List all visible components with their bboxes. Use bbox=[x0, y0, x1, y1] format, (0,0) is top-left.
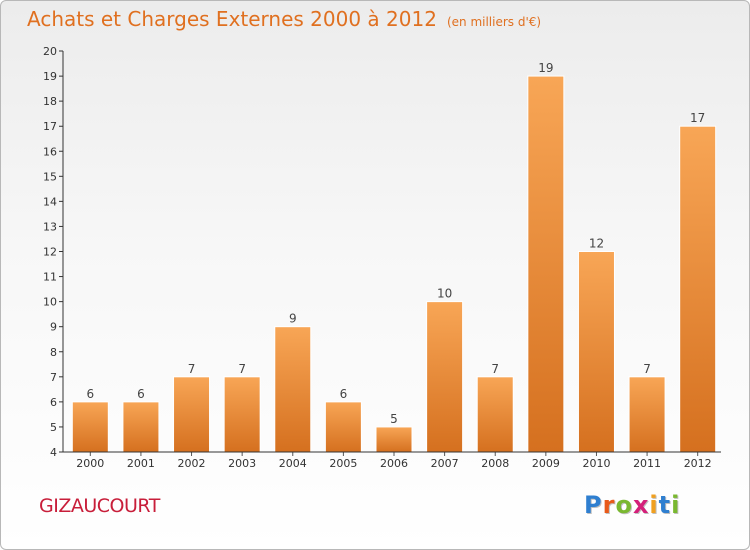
bar-2011 bbox=[628, 376, 666, 453]
y-tick-label-12: 12 bbox=[43, 246, 57, 259]
y-tick-label-7: 7 bbox=[50, 371, 57, 384]
bar-2003 bbox=[223, 376, 261, 453]
y-tick-label-13: 13 bbox=[43, 220, 57, 233]
x-tick-label-2003: 2003 bbox=[228, 457, 256, 470]
logo-letter: i bbox=[671, 491, 681, 519]
chart-subtitle: (en milliers d'€) bbox=[446, 15, 542, 29]
bars-group: 6 6 7 7 9 6 5 10 7 19 12 7 17 bbox=[71, 61, 717, 453]
x-tick-label-2012: 2012 bbox=[684, 457, 712, 470]
bar-2000 bbox=[71, 401, 109, 453]
x-tick-label-2005: 2005 bbox=[329, 457, 357, 470]
x-tick-label-2006: 2006 bbox=[380, 457, 408, 470]
chart-title-text: Achats et Charges Externes 2000 à 2012 bbox=[27, 7, 437, 31]
y-tick-label-9: 9 bbox=[50, 321, 57, 334]
x-tick-label-2001: 2001 bbox=[127, 457, 155, 470]
logo-letter: t bbox=[658, 491, 672, 519]
data-label-2006: 5 bbox=[390, 412, 398, 426]
y-tick-label-10: 10 bbox=[43, 296, 57, 309]
logo-letter: x bbox=[632, 491, 650, 519]
bar-2006 bbox=[375, 426, 413, 453]
x-tick-label-2008: 2008 bbox=[481, 457, 509, 470]
data-label-2007: 10 bbox=[437, 287, 452, 301]
bar-2010 bbox=[577, 251, 615, 453]
y-tick-label-18: 18 bbox=[43, 95, 57, 108]
y-tick-label-20: 20 bbox=[43, 45, 57, 58]
y-tick-label-8: 8 bbox=[50, 346, 57, 359]
data-label-2012: 17 bbox=[690, 111, 705, 125]
x-tick-label-2010: 2010 bbox=[582, 457, 610, 470]
x-tick-label-2009: 2009 bbox=[532, 457, 560, 470]
y-tick-label-17: 17 bbox=[43, 120, 57, 133]
logo-letter: P bbox=[584, 491, 603, 519]
bar-2004 bbox=[274, 326, 312, 453]
data-label-2001: 6 bbox=[137, 387, 145, 401]
data-label-2010: 12 bbox=[589, 237, 604, 251]
town-name: GIZAUCOURT bbox=[39, 495, 160, 517]
chart-title: Achats et Charges Externes 2000 à 2012 (e… bbox=[27, 7, 541, 31]
x-tick-label-2007: 2007 bbox=[431, 457, 459, 470]
y-tick-label-16: 16 bbox=[43, 145, 57, 158]
data-label-2003: 7 bbox=[238, 362, 246, 376]
data-label-2009: 19 bbox=[538, 61, 553, 75]
y-tick-label-14: 14 bbox=[43, 195, 57, 208]
proxiti-logo[interactable]: Proxiti bbox=[584, 491, 680, 519]
bar-2005 bbox=[324, 401, 362, 453]
data-label-2005: 6 bbox=[340, 387, 348, 401]
data-label-2008: 7 bbox=[491, 362, 499, 376]
logo-letter: o bbox=[615, 491, 633, 519]
data-label-2002: 7 bbox=[188, 362, 196, 376]
x-tick-label-2011: 2011 bbox=[633, 457, 661, 470]
data-label-2000: 6 bbox=[86, 387, 94, 401]
bar-2002 bbox=[173, 376, 211, 453]
y-tick-label-6: 6 bbox=[50, 396, 57, 409]
y-tick-label-11: 11 bbox=[43, 271, 57, 284]
y-tick-label-15: 15 bbox=[43, 170, 57, 183]
y-tick-label-5: 5 bbox=[50, 421, 57, 434]
data-label-2004: 9 bbox=[289, 312, 297, 326]
logo-letter: i bbox=[649, 491, 659, 519]
x-tick-label-2004: 2004 bbox=[279, 457, 307, 470]
x-tick-label-2002: 2002 bbox=[178, 457, 206, 470]
y-tick-label-19: 19 bbox=[43, 70, 57, 83]
data-label-2011: 7 bbox=[643, 362, 651, 376]
axes-group: 2000 2001 2002 2003 2004 2005 2006 2007 2008 2009… bbox=[43, 45, 721, 470]
bar-2007 bbox=[426, 301, 464, 453]
x-tick-label-2000: 2000 bbox=[76, 457, 104, 470]
y-tick-label-4: 4 bbox=[50, 446, 57, 459]
bar-2008 bbox=[476, 376, 514, 453]
bar-2001 bbox=[122, 401, 160, 453]
logo-letter: r bbox=[602, 491, 616, 519]
bar-2012 bbox=[679, 125, 717, 453]
bar-2009 bbox=[527, 75, 565, 453]
